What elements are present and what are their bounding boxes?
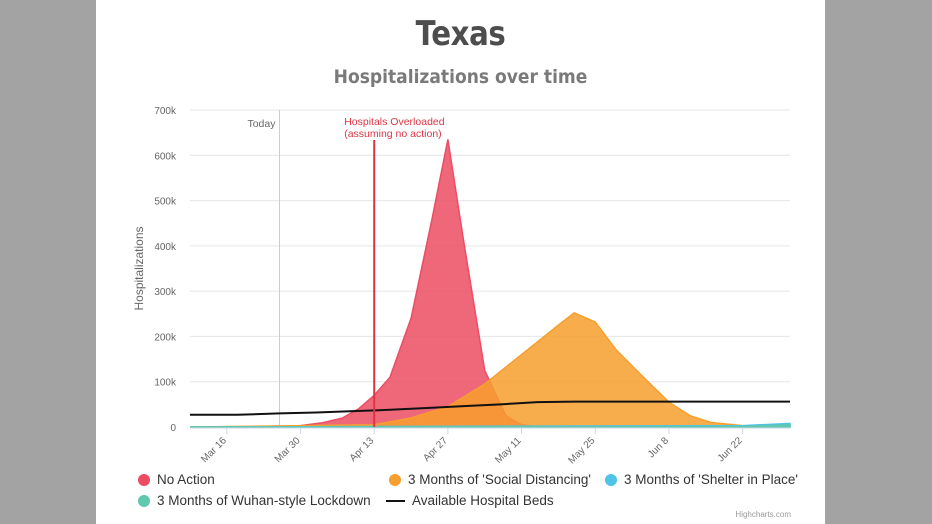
overload-label: Hospitals Overloaded — [344, 116, 445, 128]
legend-label: 3 Months of Wuhan-style Lockdown — [157, 493, 371, 508]
x-tick-label: Apr 13 — [348, 435, 377, 464]
legend-swatch — [389, 473, 401, 486]
y-tick-label: 0 — [170, 423, 176, 434]
chart-svg: 0 100k 200k 300k 400k 500k 600k 700k Hospitaliza… — [132, 106, 791, 466]
legend-item-no-action[interactable]: No Action — [138, 472, 215, 487]
x-tick-label: Jun 8 — [646, 435, 671, 460]
chart-subtitle: Hospitalizations over time — [333, 66, 588, 88]
legend-item-hospital-beds[interactable]: Available Hospital Beds — [386, 493, 554, 508]
x-tick-label: Jun 22 — [716, 435, 745, 464]
y-tick-label: 700k — [154, 106, 177, 117]
legend-label: Available Hospital Beds — [412, 493, 554, 508]
hospital-beds-line — [190, 400, 790, 416]
x-tick-label: May 25 — [566, 435, 597, 466]
legend-label: No Action — [157, 472, 215, 487]
legend-item-social-distancing[interactable]: 3 Months of 'Social Distancing' — [389, 472, 591, 487]
x-tick-label: Mar 30 — [273, 435, 303, 465]
today-label: Today — [247, 118, 276, 130]
legend-swatch — [386, 499, 405, 502]
legend-label: 3 Months of 'Shelter in Place' — [624, 472, 798, 487]
x-tick-label: May 11 — [493, 435, 524, 466]
y-tick-label: 500k — [154, 197, 177, 208]
legend-label: 3 Months of 'Social Distancing' — [408, 472, 591, 487]
y-tick-label: 100k — [154, 378, 177, 389]
legend-swatch — [138, 473, 150, 486]
social-distancing-area — [189, 312, 791, 428]
chart-panel: Texas Hospitalizations over time 0 100k 20… — [96, 0, 825, 524]
y-tick-label: 200k — [154, 332, 177, 343]
y-tick-label: 600k — [154, 151, 177, 162]
y-tick-label: 400k — [154, 242, 177, 253]
credits-link[interactable]: Highcharts.com — [735, 510, 791, 519]
x-tick-label: Mar 16 — [199, 435, 229, 465]
legend-swatch — [138, 494, 150, 507]
chart-title: Texas — [415, 14, 506, 54]
legend-item-wuhan-lockdown[interactable]: 3 Months of Wuhan-style Lockdown — [138, 493, 371, 508]
x-tick-label: Apr 27 — [421, 435, 450, 464]
wuhan-lockdown-area — [189, 423, 791, 428]
legend-item-shelter-in-place[interactable]: 3 Months of 'Shelter in Place' — [605, 472, 798, 487]
legend-swatch — [605, 473, 617, 486]
y-tick-label: 300k — [154, 287, 177, 298]
overload-label: (assuming no action) — [344, 128, 441, 140]
y-axis-title: Hospitalizations — [132, 226, 146, 310]
